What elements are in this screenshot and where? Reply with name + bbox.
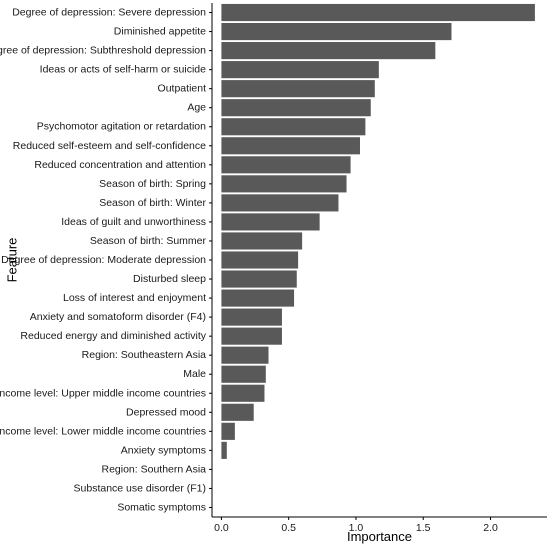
x-tick-labels: 0.0 0.5 1.0 1.5 2.0	[214, 522, 498, 534]
y-tick-labels: Degree of depression: Severe depression D…	[0, 7, 207, 514]
bar	[221, 327, 282, 345]
bar	[221, 137, 360, 155]
y-tick-label: Age	[187, 102, 206, 114]
x-tick-label: 1.0	[349, 522, 364, 534]
y-tick-label: Reduced concentration and attention	[34, 159, 206, 171]
y-tick-label: Ideas of guilt and unworthiness	[61, 216, 206, 228]
bar	[221, 194, 339, 212]
bar	[221, 61, 379, 79]
bar	[221, 270, 297, 288]
y-tick-label: Degree of depression: Subthreshold depre…	[0, 45, 206, 57]
x-tick-label: 1.5	[416, 522, 431, 534]
y-tick-label: Male	[183, 368, 206, 380]
y-tick-label: Depressed mood	[126, 406, 206, 418]
y-tick-label: Season of birth: Summer	[90, 235, 207, 247]
bar	[221, 384, 265, 402]
bar	[221, 42, 436, 60]
y-tick-label: Season of birth: Winter	[99, 197, 206, 209]
x-tick-label: 2.0	[483, 522, 498, 534]
bar	[221, 441, 227, 459]
bar	[221, 3, 535, 22]
y-tick-label: Region: Southeastern Asia	[82, 349, 206, 361]
bar	[221, 118, 366, 136]
y-tick-label: Income level: Lower middle income countr…	[0, 425, 206, 437]
bar	[221, 213, 320, 231]
bar	[221, 346, 269, 364]
x-axis-title: Importance	[347, 529, 412, 544]
y-tick-label: Outpatient	[158, 83, 207, 95]
y-tick-label: Substance use disorder (F1)	[74, 482, 206, 494]
y-tick-label: Diminished appetite	[114, 26, 206, 38]
y-tick-label: Degree of depression: Moderate depressio…	[1, 254, 206, 266]
bar	[221, 99, 371, 117]
y-tick-label: Somatic symptoms	[117, 501, 206, 513]
x-tick-label: 0.5	[281, 522, 296, 534]
y-tick-label: Season of birth: Spring	[99, 178, 206, 190]
bar	[221, 365, 266, 383]
y-tick-label: Degree of depression: Severe depression	[12, 7, 206, 19]
y-tick-label: Ideas or acts of self-harm or suicide	[40, 64, 206, 76]
bar	[221, 251, 299, 269]
y-tick-label: Reduced self-esteem and self-confidence	[13, 140, 206, 152]
y-tick-label: Loss of interest and enjoyment	[63, 292, 206, 304]
y-tick-label: Anxiety symptoms	[121, 444, 206, 456]
bar	[221, 403, 254, 421]
bar	[221, 289, 295, 307]
y-tick-label: Income level: Upper middle income countr…	[0, 387, 206, 399]
bar	[221, 422, 235, 440]
y-tick-label: Reduced energy and diminished activity	[20, 330, 206, 342]
bar	[221, 232, 303, 250]
y-tick-label: Disturbed sleep	[133, 273, 206, 285]
bar	[221, 308, 282, 326]
y-axis-title: Feature	[5, 238, 20, 283]
x-tick-label: 0.0	[214, 522, 229, 534]
bars	[221, 3, 535, 459]
bar	[221, 156, 351, 174]
bar	[221, 22, 452, 41]
y-tick-label: Region: Southern Asia	[102, 463, 207, 475]
bar	[221, 80, 375, 98]
bar	[221, 175, 347, 193]
y-tick-label: Anxiety and somatoform disorder (F4)	[30, 311, 206, 323]
y-tick-label: Psychomotor agitation or retardation	[37, 121, 206, 133]
